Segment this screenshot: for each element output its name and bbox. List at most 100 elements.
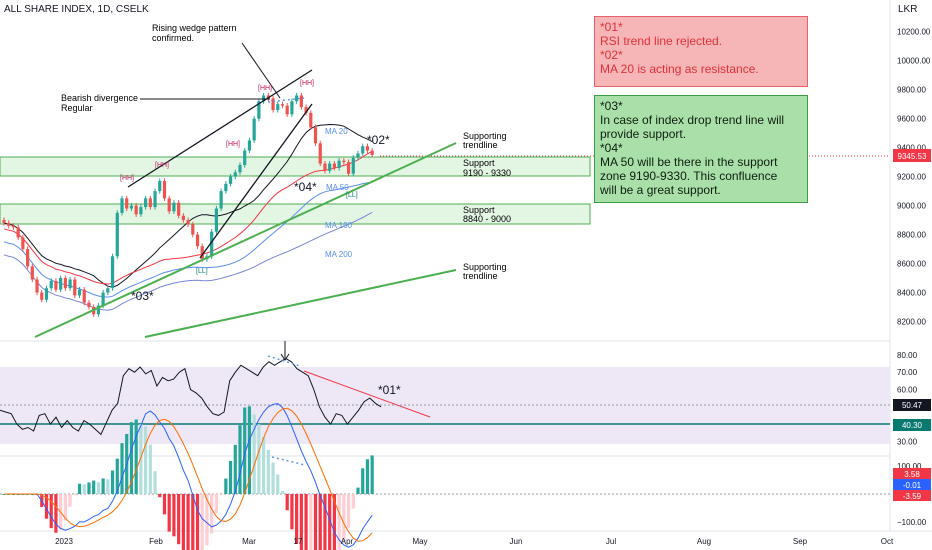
candle-body <box>7 223 10 226</box>
time-tick-label: Jul <box>606 537 616 546</box>
candle-body <box>54 281 57 290</box>
candle-body <box>87 303 90 307</box>
macd-histogram-bar <box>356 488 359 494</box>
candle-body <box>73 279 76 295</box>
trend2-label-line2: trendline <box>463 271 498 281</box>
macd-histogram-bar <box>163 494 166 514</box>
label-01: *01* <box>378 383 401 397</box>
candle-body <box>300 95 303 107</box>
note-green-line: *04* <box>600 141 802 155</box>
macd-histogram-bar <box>78 484 81 494</box>
candle-body <box>45 288 48 300</box>
macd-histogram-bar <box>262 437 265 494</box>
note-red-line: RSI trend line rejected. <box>600 34 802 48</box>
candle-body <box>120 198 123 212</box>
candle-body <box>186 220 189 224</box>
macd-histogram-bar <box>267 450 270 494</box>
macd-histogram-bar <box>371 455 374 494</box>
price-tick-label: 8800.00 <box>897 231 926 240</box>
candle-body <box>78 290 81 296</box>
label-04: *04* <box>294 180 317 194</box>
price-tick-label: 9200.00 <box>897 173 926 182</box>
macd-histogram-bar <box>342 494 345 541</box>
candle-body <box>135 206 138 215</box>
last-price-value: 9345.53 <box>898 152 927 161</box>
candle-body <box>371 151 374 155</box>
rsi-tick-label: 30.00 <box>897 437 918 446</box>
macd-tick-label: −100.00 <box>897 518 927 527</box>
macd-histogram-bar <box>92 481 95 494</box>
macd-divergence-line <box>272 457 305 465</box>
note-green-line: will be a great support. <box>600 183 802 197</box>
macd-histogram-bar <box>215 494 218 513</box>
price-tick-label: 9800.00 <box>897 86 926 95</box>
note-red-box: *01* RSI trend line rejected. *02* MA 20… <box>594 16 808 87</box>
candle-body <box>342 161 345 162</box>
hh-label-2: [HH] <box>155 162 169 169</box>
macd-histogram-bar <box>323 494 326 550</box>
candle-body <box>356 153 359 157</box>
macd-value-2: -0.01 <box>903 481 922 490</box>
price-tick-label: 10200.00 <box>897 28 931 37</box>
candle-body <box>328 164 331 171</box>
macd-histogram-bar <box>168 494 171 532</box>
macd-histogram-bar <box>68 494 71 507</box>
ma200-line <box>4 212 372 310</box>
macd-histogram-bar <box>201 494 204 550</box>
zone1-label-line2: 9190 - 9330 <box>463 168 511 178</box>
candle-body <box>295 95 298 101</box>
price-tick-label: 8200.00 <box>897 318 926 327</box>
macd-histogram-bar <box>276 474 279 494</box>
macd-histogram-bar <box>347 494 350 528</box>
candle-body <box>163 181 166 198</box>
wedge-label-line1: Rising wedge pattern <box>152 23 237 33</box>
rsi-tick-label: 60.00 <box>897 385 918 394</box>
candle-body <box>309 113 312 127</box>
candle-body <box>319 143 322 163</box>
rsi-value: 50.47 <box>902 401 923 410</box>
note-green-line: zone 9190-9330. This confluence <box>600 169 802 183</box>
divergence-label-line2: Regular <box>61 103 93 113</box>
candle-body <box>12 226 15 227</box>
candle-body <box>253 119 256 141</box>
candle-body <box>243 151 246 165</box>
macd-histogram-bar <box>158 494 161 497</box>
candle-body <box>130 206 133 209</box>
trend1-label-line2: trendline <box>463 140 498 150</box>
time-tick-label: 17 <box>294 537 303 546</box>
ma100-label: MA 100 <box>325 221 353 230</box>
macd-histogram-bar <box>319 494 322 550</box>
note-red-line: MA 20 is acting as resistance. <box>600 62 802 76</box>
macd-histogram-bar <box>111 470 114 494</box>
macd-histogram-bar <box>120 443 123 494</box>
label-02: *02* <box>367 133 390 147</box>
candle-body <box>116 213 119 256</box>
candle-body <box>31 266 34 279</box>
macd-histogram-bar <box>87 482 90 494</box>
hh-label-4: [HH] <box>258 85 272 92</box>
currency-label: LKR <box>898 4 917 15</box>
candle-body <box>177 203 180 216</box>
macd-histogram-bar <box>73 494 76 495</box>
candle-body <box>234 172 237 176</box>
macd-histogram-bar <box>304 494 307 550</box>
macd-histogram-bar <box>54 494 57 533</box>
macd-histogram-bar <box>182 494 185 550</box>
macd-histogram-bar <box>186 494 189 550</box>
candle-body <box>17 227 20 237</box>
ma200-label: MA 200 <box>325 250 353 259</box>
macd-histogram-bar <box>361 468 364 494</box>
macd-histogram-bar <box>220 494 223 495</box>
time-tick-label: Feb <box>149 537 163 546</box>
note-green-line: provide support. <box>600 127 802 141</box>
candle-body <box>68 279 71 288</box>
macd-histogram-bar <box>102 478 105 494</box>
hh-label-5: [HH] <box>300 80 314 87</box>
time-tick-label: Sep <box>793 537 808 546</box>
macd-histogram-bar <box>149 445 152 494</box>
time-tick-label: Oct <box>881 537 894 546</box>
candle-body <box>338 161 341 168</box>
candle-body <box>83 290 86 303</box>
macd-histogram-bar <box>224 479 227 494</box>
time-tick-label: Jun <box>510 537 523 546</box>
